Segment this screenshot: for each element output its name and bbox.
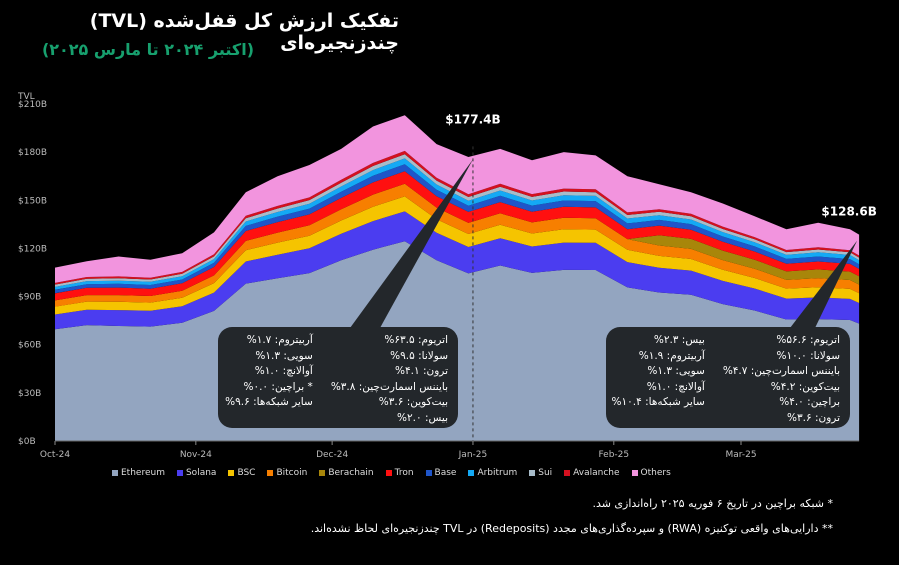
callout-entry: سویی: ۱.۳% <box>255 349 313 362</box>
legend-swatch <box>385 470 392 476</box>
callout-entry: ترون: ۴.۱% <box>395 365 448 377</box>
callout-entry: براچین: ۴.۰% <box>779 396 840 408</box>
legend-item: Arbitrum <box>468 468 517 478</box>
y-tick-label: $180B <box>18 148 47 158</box>
area-tron <box>55 171 860 301</box>
area-avalanche <box>55 150 860 285</box>
legend-swatch <box>564 470 571 476</box>
area-berachain <box>55 183 860 301</box>
callout-jan-left: آربیتروم: ۱.۷% سویی: ۱.۳% آوالانچ: ۱.۰% * ب… <box>225 333 313 426</box>
callout-mar: اتریوم: ۵۶.۶% سولانا: ۱۰.۰% بایننس اسمارت‌… <box>606 327 850 428</box>
callout-entry: بیس: ۲.۳% <box>653 334 705 346</box>
area-sui <box>55 154 860 287</box>
x-tick-label: Feb-25 <box>598 450 629 460</box>
callout-entry: سایر شبکه‌ها: ۹.۶% <box>225 396 313 408</box>
callout-mar-left: بیس: ۲.۳% آربیتروم: ۱.۹% سویی: ۱.۳% آوالانچ… <box>612 333 705 426</box>
legend-label: Bitcoin <box>276 468 308 478</box>
chart-title: تفکیک ارزش کل قفل‌شده (TVL) چندزنجیره‌ای <box>89 10 399 54</box>
callout-mar-right: اتریوم: ۵۶.۶% سولانا: ۱۰.۰% بایننس اسمارت‌… <box>723 333 840 426</box>
legend-item: Avalanche <box>564 468 620 478</box>
footnote-2: ** دارایی‌های واقعی توکنیزه (RWA) و سپرد… <box>310 522 833 535</box>
callout-entry: بیس: ۲.۰% <box>397 411 448 424</box>
legend-swatch <box>267 470 274 476</box>
legend-item: Solana <box>176 468 217 478</box>
legend-label: Berachain <box>328 468 374 478</box>
y-tick-label: $60B <box>18 341 41 351</box>
callout-entry: * براچین: ۰.۰% <box>243 380 313 393</box>
y-tick-label: $30B <box>18 389 41 399</box>
footnote-1: * شبکه براچین در تاریخ ۶ فوریه ۲۰۲۵ راه‌… <box>592 497 833 510</box>
callout-entry: سایر شبکه‌ها: ۱۰.۴% <box>611 396 705 408</box>
callout-pointer <box>790 240 858 328</box>
y-tick-label: $90B <box>18 293 41 303</box>
legend-item: Bitcoin <box>267 468 307 478</box>
legend-label: Tron <box>394 468 414 478</box>
legend-swatch <box>228 470 235 476</box>
callout-entry: اتریوم: ۶۳.۵% <box>384 334 448 346</box>
callout-entry: آوالانچ: ۱.۰% <box>646 380 705 393</box>
legend-label: Ethereum <box>121 468 165 478</box>
y-tick-label: $150B <box>18 196 47 206</box>
chart-subtitle: (اکتبر ۲۰۲۴ تا مارس ۲۰۲۵) <box>41 40 254 59</box>
x-tick-label: Oct-24 <box>40 450 71 460</box>
x-tick-label: Jan-25 <box>458 450 488 460</box>
legend-swatch <box>425 470 432 476</box>
legend-item: Ethereum <box>112 468 165 478</box>
annotation-peak: $177.4B <box>445 112 500 126</box>
callout-pointer <box>350 159 473 328</box>
callout-entry: بیت‌کوین: ۳.۶% <box>378 396 448 408</box>
legend-label: Others <box>640 468 671 478</box>
callout-jan: اتریوم: ۶۳.۵% سولانا: ۹.۵% ترون: ۴.۱% باینن… <box>218 327 458 428</box>
legend: Ethereum Solana BSC Bitcoin Berachain Tron Bas… <box>112 468 671 478</box>
legend-swatch <box>631 470 638 476</box>
legend-label: Base <box>434 468 457 478</box>
y-tick-label: $120B <box>18 244 47 254</box>
legend-item: Sui <box>529 468 552 478</box>
area-others <box>55 115 860 283</box>
legend-swatch <box>112 470 118 476</box>
callout-entry: سویی: ۱.۳% <box>647 365 705 377</box>
legend-item: Base <box>425 468 457 478</box>
legend-item: Berachain <box>319 468 374 478</box>
area-solana <box>55 211 860 330</box>
y-axis-label: TVL <box>17 92 35 102</box>
legend-label: Avalanche <box>573 468 620 478</box>
callout-entry: بیت‌کوین: ۴.۲% <box>770 380 840 393</box>
callout-entry: بایننس اسمارت‌چین: ۳.۸% <box>330 380 448 393</box>
x-tick-label: Mar-25 <box>725 450 756 460</box>
legend-item: Others <box>631 468 671 478</box>
callout-jan-right: اتریوم: ۶۳.۵% سولانا: ۹.۵% ترون: ۴.۱% باینن… <box>331 333 448 426</box>
callout-entry: ترون: ۳.۶% <box>787 411 840 424</box>
annotation-end: $128.6B <box>821 205 876 219</box>
legend-swatch <box>176 470 183 476</box>
legend-swatch <box>529 470 536 476</box>
callout-entry: اتریوم: ۵۶.۶% <box>776 334 840 346</box>
legend-item: Tron <box>385 468 414 478</box>
x-tick-label: Dec-24 <box>316 450 348 460</box>
legend-label: Arbitrum <box>477 468 518 478</box>
legend-item: BSC <box>228 468 255 478</box>
callout-entry: سولانا: ۱۰.۰% <box>776 349 840 362</box>
legend-swatch <box>319 470 326 476</box>
x-tick-label: Nov-24 <box>180 450 212 460</box>
area-base <box>55 164 860 294</box>
area-arbitrum <box>55 158 860 290</box>
legend-label: Solana <box>185 468 217 478</box>
legend-swatch <box>468 470 475 476</box>
area-bsc <box>55 196 860 315</box>
y-tick-label: $210B <box>18 100 47 110</box>
callout-entry: آربیتروم: ۱.۷% <box>246 334 313 346</box>
legend-label: Sui <box>538 468 553 478</box>
y-tick-label: $0B <box>18 437 36 447</box>
callout-entry: آربیتروم: ۱.۹% <box>638 349 705 362</box>
callout-entry: سولانا: ۹.۵% <box>390 349 448 362</box>
callout-entry: بایننس اسمارت‌چین: ۴.۷% <box>722 365 840 377</box>
callout-entry: آوالانچ: ۱.۰% <box>254 365 313 377</box>
legend-label: BSC <box>237 468 256 478</box>
